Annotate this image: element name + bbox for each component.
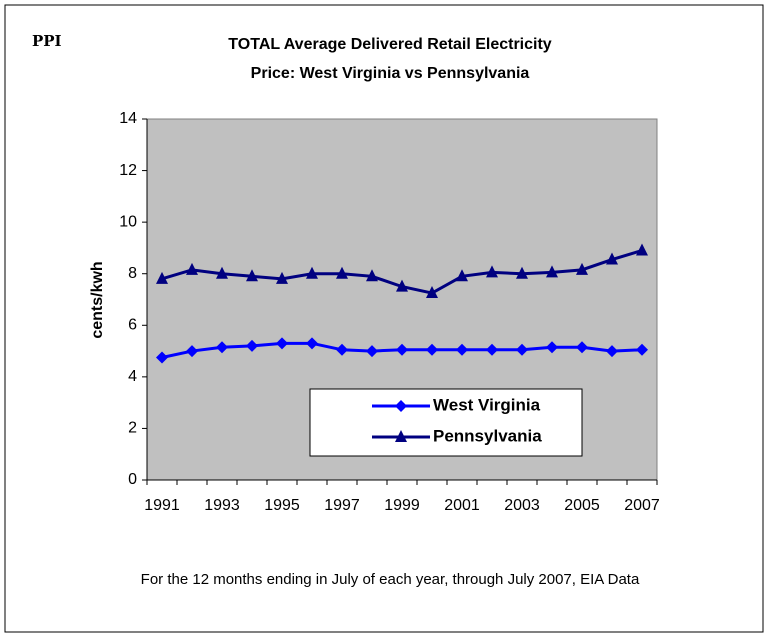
y-tick-label: 10 — [119, 213, 137, 230]
marker — [606, 252, 618, 265]
x-tick-label: 2007 — [624, 497, 660, 514]
marker — [395, 400, 407, 412]
x-tick-label: 1991 — [144, 497, 180, 514]
marker — [276, 271, 288, 284]
marker — [336, 266, 348, 279]
marker — [156, 271, 168, 284]
y-tick-label: 2 — [128, 420, 137, 437]
marker — [216, 266, 228, 279]
marker — [546, 265, 558, 278]
marker — [246, 339, 258, 352]
marker — [396, 279, 408, 292]
marker — [546, 341, 558, 354]
x-tick-label: 2001 — [444, 497, 480, 514]
x-tick-label: 1993 — [204, 497, 240, 514]
legend — [309, 388, 583, 457]
corner-label: PPI — [32, 32, 62, 50]
marker — [366, 269, 378, 282]
marker — [396, 343, 408, 356]
marker — [516, 266, 528, 279]
marker — [426, 286, 438, 299]
marker — [216, 341, 228, 354]
marker — [516, 343, 528, 356]
chart-title: Price: West Virginia vs Pennsylvania — [251, 65, 530, 82]
marker — [456, 343, 468, 356]
chart-title: TOTAL Average Delivered Retail Electrici… — [228, 36, 551, 53]
marker — [306, 337, 318, 350]
y-axis-label: cents/kwh — [89, 261, 106, 338]
y-tick-label: 8 — [128, 265, 137, 282]
marker — [606, 345, 618, 358]
y-tick-label: 4 — [128, 368, 137, 385]
legend-label: West Virginia — [433, 395, 541, 414]
y-tick-label: 14 — [119, 110, 137, 127]
marker — [576, 341, 588, 354]
x-tick-label: 1995 — [264, 497, 300, 514]
x-tick-label: 2003 — [504, 497, 540, 514]
marker — [306, 266, 318, 279]
marker — [276, 337, 288, 350]
marker — [456, 269, 468, 282]
y-tick-label: 0 — [128, 471, 137, 488]
x-tick-label: 1999 — [384, 497, 420, 514]
footnote: For the 12 months ending in July of each… — [141, 571, 640, 588]
marker — [426, 343, 438, 356]
y-tick-label: 12 — [119, 162, 137, 179]
x-tick-label: 1997 — [324, 497, 360, 514]
marker — [486, 343, 498, 356]
legend-label: Pennsylvania — [433, 426, 542, 445]
marker — [246, 269, 258, 282]
marker — [186, 262, 198, 275]
marker — [395, 430, 407, 442]
marker — [156, 351, 168, 364]
marker — [636, 343, 648, 356]
marker — [486, 265, 498, 278]
marker — [636, 243, 648, 256]
y-tick-label: 6 — [128, 317, 137, 334]
marker — [186, 345, 198, 358]
marker — [336, 343, 348, 356]
x-tick-label: 2005 — [564, 497, 600, 514]
marker — [366, 345, 378, 358]
marker — [576, 262, 588, 275]
